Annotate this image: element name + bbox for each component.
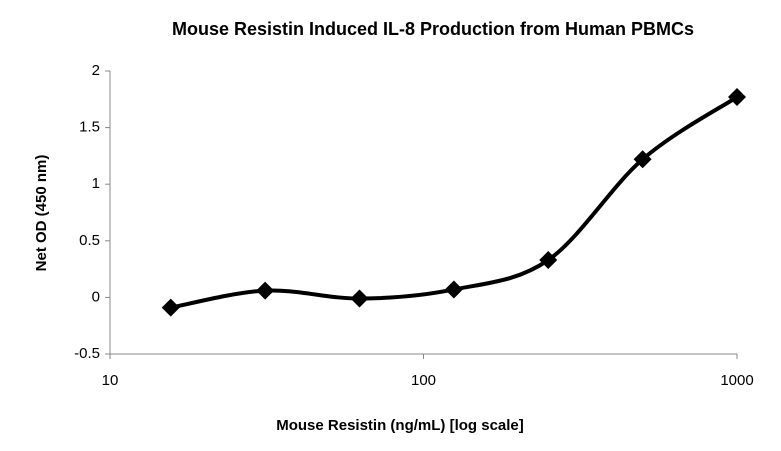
data-point [539, 251, 558, 270]
data-point [256, 281, 275, 300]
chart-title: Mouse Resistin Induced IL-8 Production f… [172, 19, 694, 39]
data-point [350, 289, 369, 308]
x-axis-title: Mouse Resistin (ng/mL) [log scale] [276, 417, 524, 434]
y-tick-label: 0 [92, 288, 100, 305]
data-point [444, 280, 463, 299]
y-tick-label: -0.5 [74, 345, 100, 362]
data-point [633, 150, 652, 169]
data-point [161, 298, 180, 317]
data-point [728, 88, 746, 107]
y-tick-label: 2 [92, 62, 100, 79]
data-line [170, 95, 739, 310]
y-tick-label: 1 [92, 175, 100, 192]
x-tick-label: 10 [102, 372, 119, 389]
y-tick-label: 0.5 [79, 232, 100, 249]
y-tick-label: 1.5 [79, 119, 100, 136]
x-tick-label: 1000 [720, 372, 753, 389]
y-axis-title: Net OD (450 nm) [33, 155, 50, 272]
x-tick-label: 100 [411, 372, 436, 389]
